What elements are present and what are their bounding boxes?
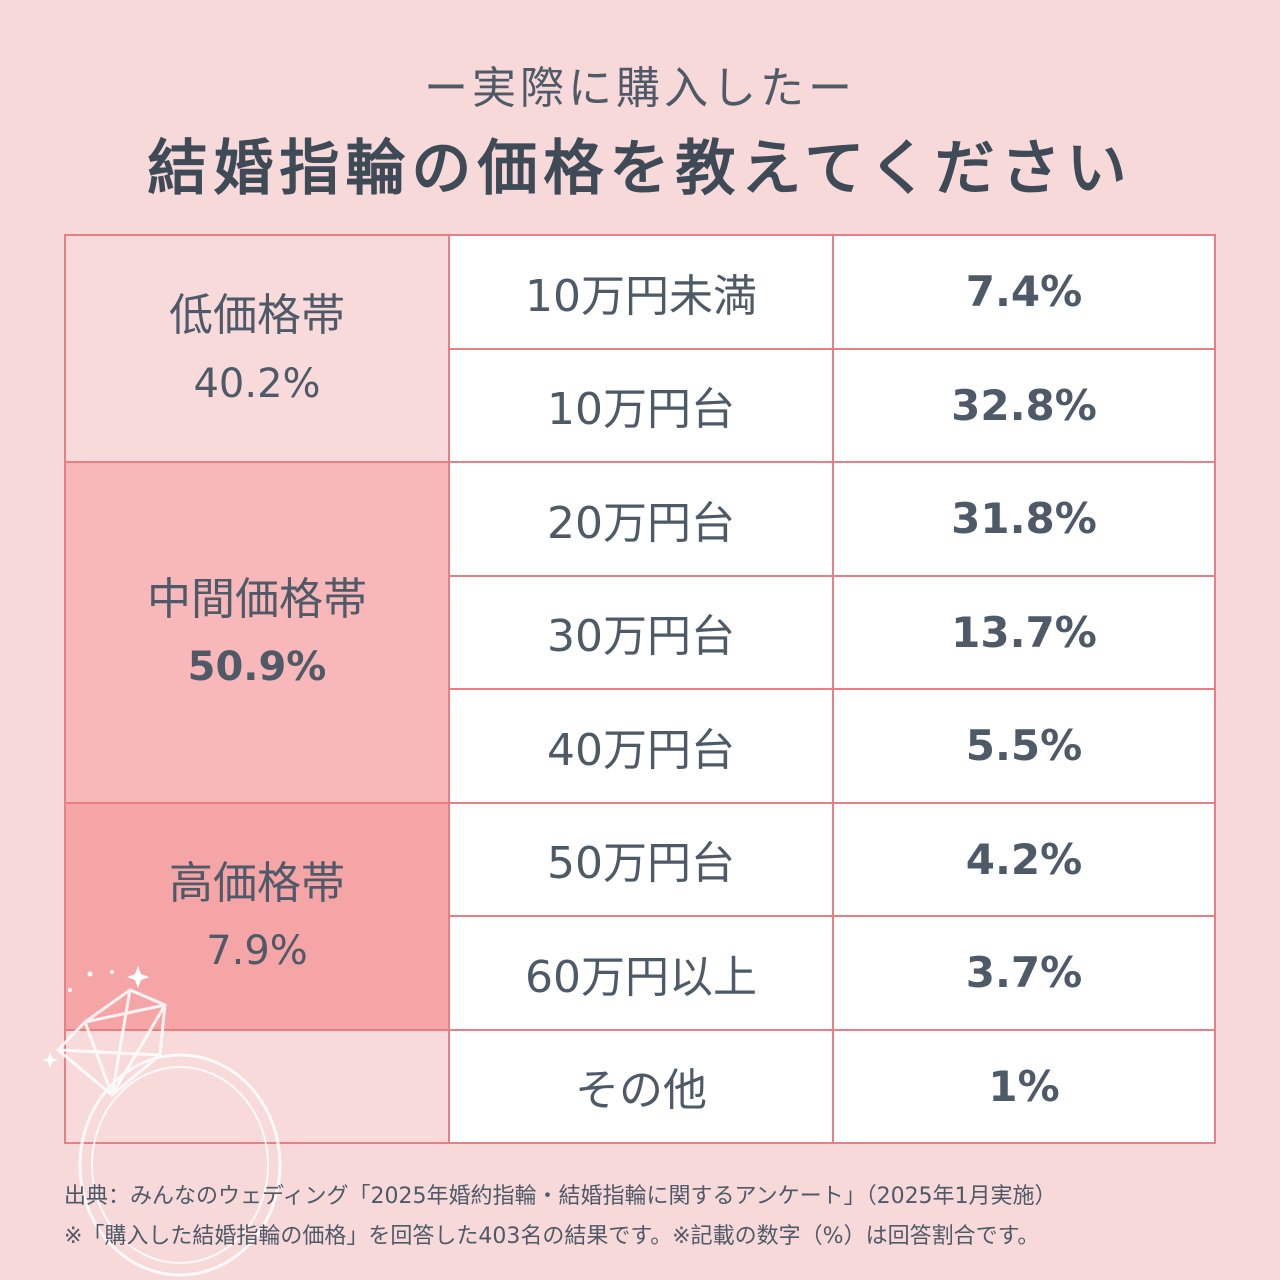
price-range-cell: 10万円未満	[448, 234, 834, 350]
price-group: 中間価格帯 50.9%	[64, 461, 450, 804]
price-range-cell: 60万円以上	[448, 915, 834, 1031]
price-group-label: 低価格帯	[169, 290, 345, 342]
price-group-label: 中間価格帯	[147, 574, 367, 626]
price-percent-cell: 3.7%	[832, 915, 1216, 1031]
price-group	[64, 1028, 450, 1144]
page-subtitle: ー実際に購入したー	[424, 63, 856, 114]
price-range-cell: その他	[448, 1028, 834, 1144]
price-percent-cell: 32.8%	[832, 347, 1216, 463]
price-table: 低価格帯 40.2% 中間価格帯 50.9% 高価格帯 7.9% 10万円未満 7.4% 10万…	[64, 234, 1216, 1146]
source-note: 出典：みんなのウェディング「2025年婚約指輪・結婚指輪に関するアンケート」（2…	[64, 1184, 1057, 1209]
price-range-cell: 50万円台	[448, 801, 834, 917]
price-group: 高価格帯 7.9%	[64, 801, 450, 1031]
price-group: 低価格帯 40.2%	[64, 234, 450, 463]
price-group-percent: 40.2%	[193, 360, 321, 407]
price-range-cell: 40万円台	[448, 688, 834, 804]
price-group-label: 高価格帯	[169, 857, 345, 909]
price-percent-cell: 13.7%	[832, 574, 1216, 690]
page-title: 結婚指輪の価格を教えてください	[147, 134, 1133, 204]
price-percent-cell: 1%	[832, 1028, 1216, 1144]
price-range-cell: 20万円台	[448, 461, 834, 577]
price-percent-cell: 4.2%	[832, 801, 1216, 917]
price-group-percent: 7.9%	[206, 928, 308, 975]
price-percent-cell: 31.8%	[832, 461, 1216, 577]
price-range-cell: 10万円台	[448, 347, 834, 463]
price-group-percent: 50.9%	[187, 644, 327, 691]
survey-note: ※「購入した結婚指輪の価格」を回答した403名の結果です。※記載の数字（%）は回…	[64, 1224, 1040, 1249]
price-range-cell: 30万円台	[448, 574, 834, 690]
price-percent-cell: 5.5%	[832, 688, 1216, 804]
price-percent-cell: 7.4%	[832, 234, 1216, 350]
